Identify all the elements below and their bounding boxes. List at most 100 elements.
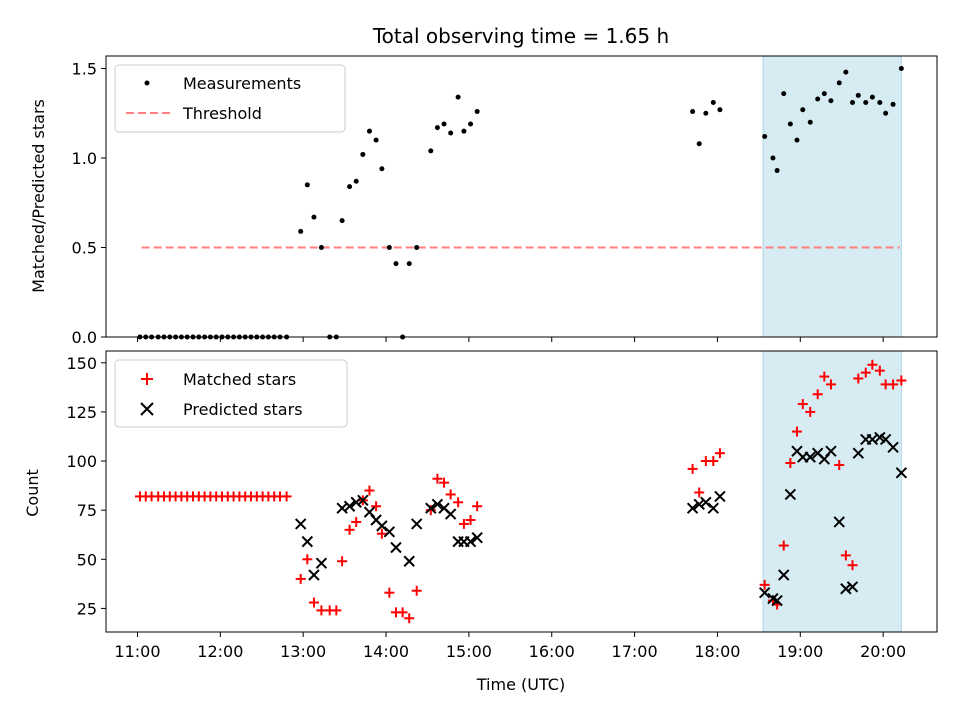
measurement-point [781,91,787,97]
matched-star-point [472,501,483,512]
measurement-point [710,100,716,106]
measurement-point [717,107,723,113]
x-tick-label: 11:00 [114,642,160,661]
matched-star-point [687,463,698,474]
matched-star-point [344,524,355,535]
matched-star-point [805,406,816,417]
matched-star-point [759,579,770,590]
matched-star-point [281,491,292,502]
predicted-star-point [390,541,402,554]
matched-star-point [458,518,469,529]
matched-star-point [295,573,306,584]
x-tick-label: 18:00 [694,642,740,661]
x-tick-label: 17:00 [612,642,658,661]
measurement-point [703,110,709,116]
highlight-span [762,350,902,633]
measurement-point [474,108,480,114]
predicted-star-point [778,569,790,581]
predicted-star-point [852,447,864,459]
measurement-point [843,69,849,75]
predicted-star-point [825,445,837,457]
top-legend: Measurements Threshold [114,64,346,133]
bottom-y-axis-label: Count [23,469,42,517]
matched-star-point [445,489,456,500]
matched-star-point [708,456,719,467]
bottom-axes-frame [105,350,938,633]
x-tick-label: 14:00 [363,642,409,661]
x-tick-label: 12:00 [197,642,243,661]
matched-star-point [397,607,408,618]
measurement-point [393,261,399,267]
predicted-star-point [707,502,720,514]
measurement-point [690,108,696,114]
legend-threshold-label: Threshold [182,104,262,123]
measurement-point [428,148,434,154]
measurement-point [800,107,806,113]
matched-star-point [371,501,382,512]
x-tick-label: 20:00 [860,642,906,661]
measurement-point [373,137,379,143]
highlight-span [762,55,902,338]
count-points [134,359,908,624]
y-tick-label: 75 [77,501,97,520]
matched-star-point [376,528,387,539]
predicted-star-point [301,535,314,548]
matched-star-point [337,556,348,567]
y-tick-label: 1.5 [72,60,97,79]
predicted-star-point [431,498,444,510]
bottom-legend-box [114,359,348,428]
matched-star-point [432,473,443,484]
top-axes-frame [105,55,938,338]
bottom-y-ticks: 25 50 75 100 125 150 [66,354,106,618]
measurement-point [855,92,861,98]
legend-measurements-marker [144,80,150,86]
matched-star-point [411,585,422,596]
measurement-point [774,168,780,174]
measurement-point [762,134,768,140]
measurement-point [339,218,345,224]
top-y-ticks: 0.0 0.5 1.0 1.5 [72,60,106,347]
top-legend-box [114,64,346,133]
measurement-point [366,128,372,134]
matched-star-point [791,426,802,437]
matched-star-point [896,375,907,386]
measurement-point [898,66,904,72]
legend-matched-label: Matched stars [183,370,296,389]
bottom-legend: Matched stars Predicted stars [114,359,348,428]
x-tick-label: 13:00 [280,642,326,661]
predicted-star-point [758,586,771,599]
measurement-point [406,261,412,267]
matched-star-point [888,379,899,390]
predicted-star-point [833,516,845,528]
matched-star-point [384,587,395,598]
measurement-point [815,96,821,102]
measurement-point [696,141,702,147]
measurement-point [318,245,324,251]
measurement-point [468,121,474,127]
bottom-panel: 25 50 75 100 125 150 11:00 12:00 13:00 14:00 15:0… [23,350,938,694]
predicted-star-point [383,526,396,538]
x-tick-label: 19:00 [777,642,823,661]
legend-measurements-label: Measurements [183,74,301,93]
bottom-x-ticks: 11:00 12:00 13:00 14:00 15:00 16:00 17:00 18:00… [114,632,906,661]
legend-predicted-label: Predicted stars [183,400,303,419]
y-tick-label: 1.0 [72,149,97,168]
predicted-star-point [714,490,726,503]
legend-matched-marker [141,373,153,385]
legend-predicted-marker [140,402,154,416]
matched-star-point [778,540,789,551]
predicted-star-point [403,555,415,567]
matched-star-point [874,365,885,376]
measurement-point [770,155,776,161]
matched-star-point [714,448,725,459]
matched-star-point [351,516,362,527]
predicted-star-point [895,467,908,479]
predicted-star-point [350,496,362,509]
top-highlight-span [762,55,902,338]
matched-star-point [812,389,823,400]
measurement-point [869,94,875,100]
measurement-point [828,98,834,104]
matched-star-point [465,514,476,525]
y-tick-label: 100 [66,452,97,471]
